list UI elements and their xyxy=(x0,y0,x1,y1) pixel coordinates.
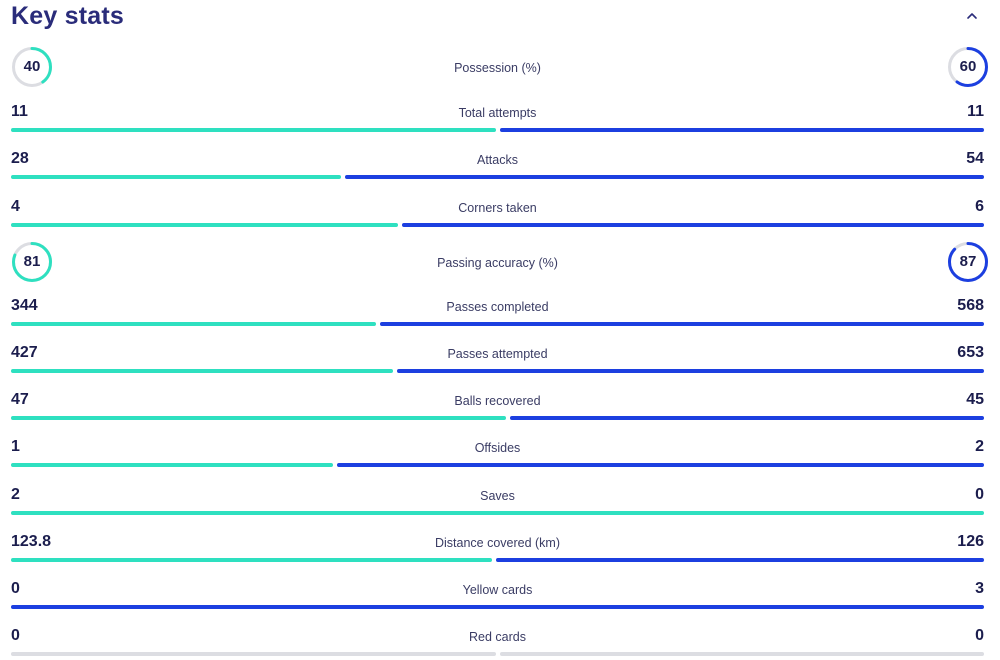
away-value: 2 xyxy=(975,438,984,455)
passing-accuracy-label: Passing accuracy (%) xyxy=(437,256,558,270)
comparison-bar xyxy=(11,511,984,515)
comparison-bar xyxy=(11,175,984,179)
comparison-bar xyxy=(11,463,984,467)
comparison-bar xyxy=(11,223,984,227)
home-value: 1 xyxy=(11,438,20,455)
away-value: 11 xyxy=(967,103,984,120)
home-value: 123.8 xyxy=(11,533,52,550)
key-stats-header: Key stats xyxy=(11,0,989,36)
home-bar xyxy=(11,558,492,562)
stat-possession: 40 Possession (%) 60 xyxy=(11,46,988,88)
home-bar xyxy=(11,369,394,373)
home-bar xyxy=(11,223,399,227)
away-bar xyxy=(499,128,984,132)
home-value: 11 xyxy=(11,103,28,120)
stat-attacks: 28 Attacks 54 xyxy=(11,149,984,181)
stat-label: Passes attempted xyxy=(447,347,548,361)
away-value: 0 xyxy=(975,627,984,644)
stat-passing-accuracy: 81 Passing accuracy (%) 87 xyxy=(11,241,988,283)
away-value: 6 xyxy=(975,198,984,215)
empty-bar-away xyxy=(499,652,984,656)
away-possession-value: 60 xyxy=(959,58,977,75)
away-passing-accuracy-ring: 87 xyxy=(947,241,989,283)
stat-red-cards: 0 Red cards 0 xyxy=(11,626,984,658)
stat-label: Attacks xyxy=(477,153,518,167)
home-bar xyxy=(11,175,341,179)
empty-bar-home xyxy=(11,652,496,656)
home-passing-accuracy-ring: 81 xyxy=(11,241,53,283)
away-bar xyxy=(402,223,984,227)
stat-label: Total attempts xyxy=(458,106,537,120)
away-value: 0 xyxy=(975,486,984,503)
stat-saves: 2 Saves 0 xyxy=(11,485,984,517)
stat-balls-recovered: 47 Balls recovered 45 xyxy=(11,390,984,422)
stat-label: Distance covered (km) xyxy=(434,536,561,550)
away-value: 3 xyxy=(975,580,984,597)
away-value: 653 xyxy=(957,344,984,361)
home-bar xyxy=(11,511,984,515)
comparison-bar xyxy=(11,369,984,373)
home-bar xyxy=(11,322,376,326)
stat-corners-taken: 4 Corners taken 6 xyxy=(11,197,984,229)
stat-passes-attempted: 427 Passes attempted 653 xyxy=(11,343,984,375)
home-value: 28 xyxy=(11,150,29,167)
comparison-bar xyxy=(11,652,984,656)
comparison-bar xyxy=(11,322,984,326)
possession-label: Possession (%) xyxy=(454,61,541,75)
chevron-up-icon[interactable] xyxy=(963,7,981,25)
stat-label: Saves xyxy=(480,489,515,503)
stat-label: Red cards xyxy=(469,630,526,644)
comparison-bar xyxy=(11,128,984,132)
away-bar xyxy=(379,322,984,326)
stat-label: Yellow cards xyxy=(462,583,533,597)
stat-yellow-cards: 0 Yellow cards 3 xyxy=(11,579,984,611)
stat-label: Balls recovered xyxy=(454,394,541,408)
stat-label: Corners taken xyxy=(458,201,537,215)
away-value: 54 xyxy=(966,150,984,167)
stat-passes-completed: 344 Passes completed 568 xyxy=(11,296,984,328)
away-bar xyxy=(397,369,984,373)
away-bar xyxy=(11,605,984,609)
comparison-bar xyxy=(11,416,984,420)
home-value: 427 xyxy=(11,344,38,361)
stat-label: Passes completed xyxy=(446,300,549,314)
home-bar xyxy=(11,416,507,420)
home-value: 0 xyxy=(11,580,20,597)
comparison-bar xyxy=(11,605,984,609)
away-passing-accuracy-value: 87 xyxy=(959,253,977,270)
away-value: 45 xyxy=(966,391,984,408)
away-possession-ring: 60 xyxy=(947,46,989,88)
home-passing-accuracy-value: 81 xyxy=(23,253,41,270)
home-value: 4 xyxy=(11,198,20,215)
away-bar xyxy=(495,558,984,562)
home-value: 47 xyxy=(11,391,29,408)
away-bar xyxy=(344,175,984,179)
home-bar xyxy=(11,128,496,132)
away-bar xyxy=(510,416,984,420)
home-bar xyxy=(11,463,333,467)
stat-label: Offsides xyxy=(474,441,521,455)
section-title: Key stats xyxy=(11,2,124,30)
home-value: 0 xyxy=(11,627,20,644)
home-possession-value: 40 xyxy=(23,58,41,75)
away-bar xyxy=(337,463,984,467)
stat-offsides: 1 Offsides 2 xyxy=(11,437,984,469)
stat-distance-covered: 123.8 Distance covered (km) 126 xyxy=(11,532,984,564)
away-value: 568 xyxy=(957,297,984,314)
home-possession-ring: 40 xyxy=(11,46,53,88)
away-value: 126 xyxy=(957,533,984,550)
comparison-bar xyxy=(11,558,984,562)
home-value: 344 xyxy=(11,297,38,314)
stat-total-attempts: 11 Total attempts 11 xyxy=(11,102,984,134)
home-value: 2 xyxy=(11,486,20,503)
